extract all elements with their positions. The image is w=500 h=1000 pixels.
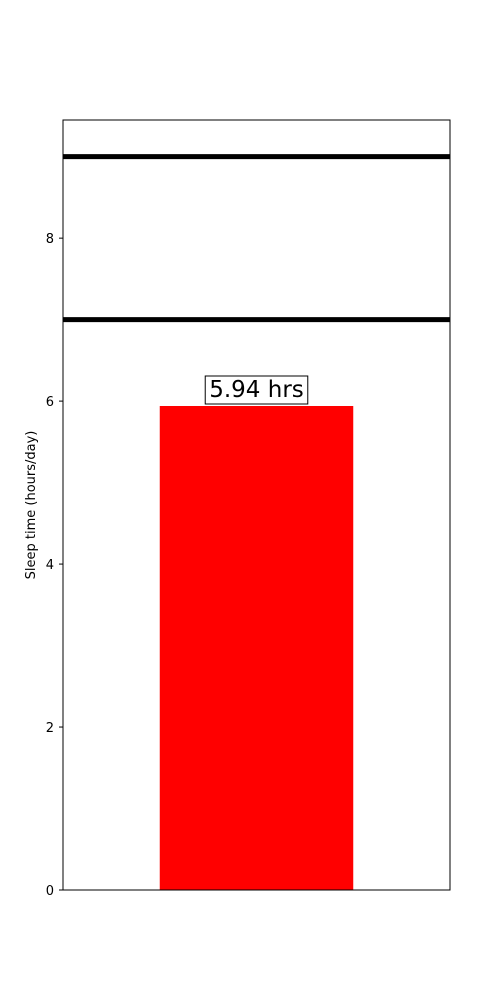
y-axis-label: Sleep time (hours/day) xyxy=(24,431,39,580)
plot-area: 0 2 4 6 8 5.94 hrs xyxy=(46,119,451,899)
y-tick-label: 0 xyxy=(46,884,54,899)
plot-frame xyxy=(62,119,451,891)
y-tick-label: 2 xyxy=(46,721,54,736)
y-tick-label: 4 xyxy=(46,558,54,573)
data-label: 5.94 hrs xyxy=(209,377,304,403)
y-tick-label: 6 xyxy=(46,395,54,410)
data-label-box xyxy=(204,375,309,405)
y-tick-label: 8 xyxy=(46,232,54,247)
bar xyxy=(159,406,354,890)
